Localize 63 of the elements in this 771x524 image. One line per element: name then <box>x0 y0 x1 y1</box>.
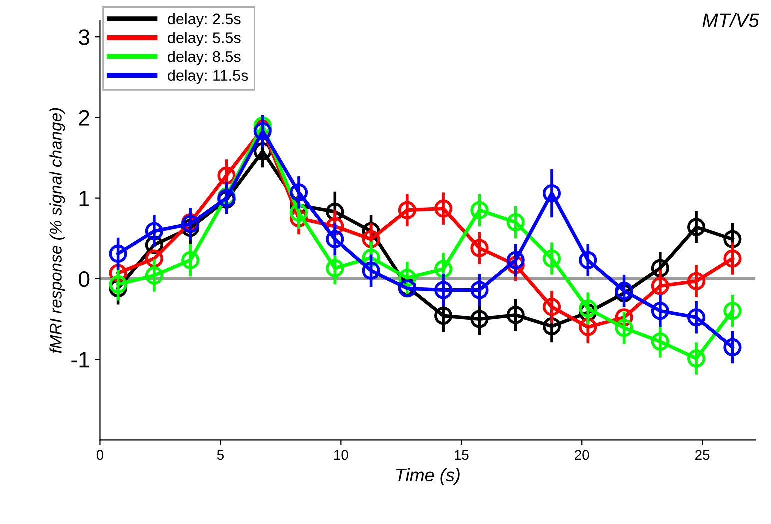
point <box>651 259 670 278</box>
legend-label: delay: 11.5s <box>168 70 248 84</box>
point <box>542 184 562 203</box>
point <box>724 302 742 320</box>
point <box>109 244 128 263</box>
point <box>470 310 489 328</box>
point <box>688 350 706 368</box>
y-axis-title: fMRI response (% signal change) <box>50 108 66 354</box>
point <box>145 250 164 268</box>
point <box>579 300 598 318</box>
x-axis-title: Time (s) <box>396 468 460 486</box>
point <box>290 184 308 202</box>
point <box>651 277 670 296</box>
x-tick-label: 15 <box>454 450 469 460</box>
point <box>651 332 670 351</box>
point <box>542 317 562 336</box>
point <box>326 259 344 278</box>
x-tick-label: 5 <box>217 450 224 460</box>
point <box>470 281 489 300</box>
x-tick-label: 20 <box>575 450 590 460</box>
point <box>688 272 706 290</box>
point <box>290 204 308 222</box>
point <box>615 319 634 338</box>
point <box>182 251 200 270</box>
point <box>542 298 562 316</box>
point <box>688 308 706 327</box>
legend-label: delay: 5.5s <box>168 32 241 46</box>
point <box>218 166 236 185</box>
legend-label: delay: 8.5s <box>168 51 241 66</box>
point <box>362 262 380 280</box>
y-tick-label: -1 <box>72 352 90 368</box>
point <box>724 230 742 248</box>
point <box>724 250 742 268</box>
x-tick-label: 0 <box>96 450 104 460</box>
legend-label: delay: 2.5s <box>168 13 241 28</box>
point <box>506 306 525 324</box>
point <box>542 250 562 268</box>
point <box>506 251 525 270</box>
point <box>326 230 344 248</box>
x-tick-label: 25 <box>696 450 710 460</box>
point <box>651 302 670 320</box>
y-tick-label: 3 <box>78 30 90 46</box>
point <box>506 213 525 232</box>
point <box>470 239 489 258</box>
point <box>109 276 128 294</box>
y-tick-label: 2 <box>79 110 90 126</box>
point <box>362 230 380 248</box>
y-tick-label: 1 <box>80 191 90 206</box>
point <box>434 306 453 326</box>
point <box>579 318 598 336</box>
point <box>434 281 453 300</box>
point <box>434 260 453 278</box>
x-tick-label: 10 <box>334 450 348 460</box>
point <box>145 222 164 240</box>
y-tick-label: 0 <box>79 271 90 288</box>
point <box>398 201 416 220</box>
annotation: MT/V5 <box>702 13 760 28</box>
point <box>688 218 706 236</box>
point <box>145 266 164 285</box>
point <box>579 251 598 270</box>
point <box>724 338 742 356</box>
point <box>470 201 489 220</box>
point <box>434 200 453 218</box>
